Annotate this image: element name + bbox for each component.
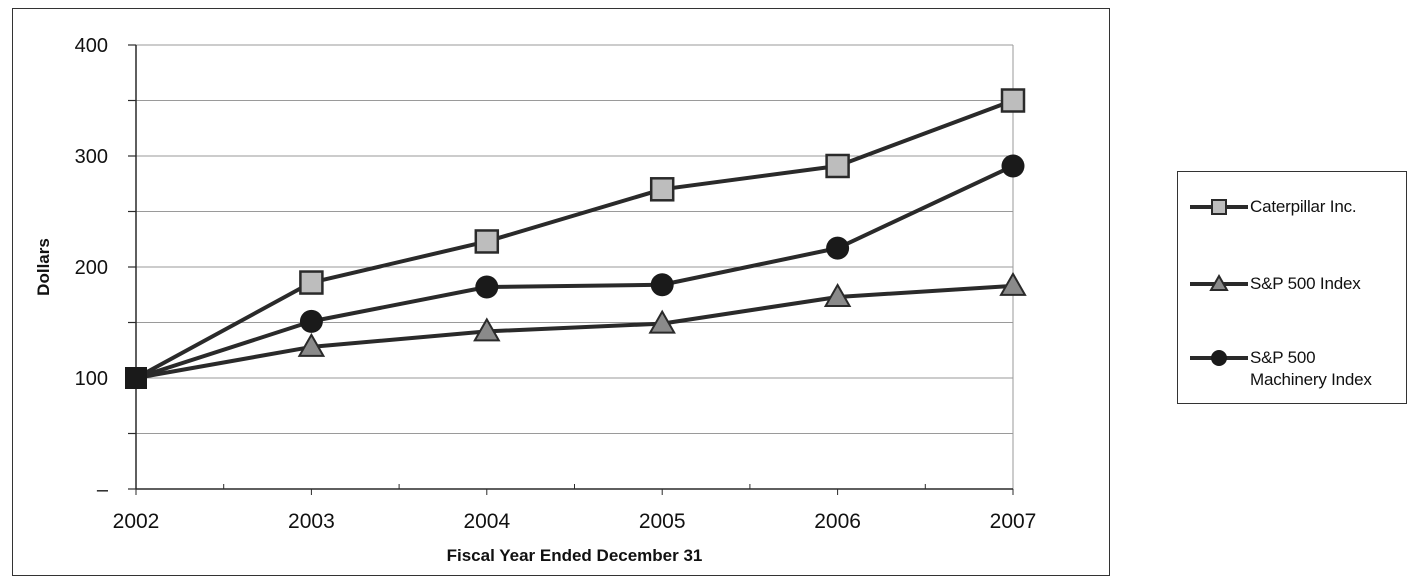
legend-item-caterpillar: Caterpillar Inc. <box>1188 196 1357 218</box>
legend-label-machinery: S&P 500 Machinery Index <box>1250 348 1372 389</box>
x-tick-label: 2003 <box>288 510 335 533</box>
data-point-square <box>649 177 675 202</box>
x-tick-label: 2005 <box>639 510 686 533</box>
legend-triangle-marker-icon <box>1190 273 1248 291</box>
legend: Caterpillar Inc. S&P 500 Index S&P 500 M… <box>1177 171 1407 404</box>
data-point-triangle <box>473 317 501 342</box>
y-tick-label: 200 <box>75 257 108 279</box>
series-line-1 <box>135 283 1014 380</box>
data-point-triangle <box>648 309 676 334</box>
x-tick-label: 2002 <box>113 510 160 533</box>
data-point-triangle <box>999 271 1027 296</box>
data-point-square <box>825 153 850 179</box>
series-markers-1 <box>297 271 1027 357</box>
series-markers-0 <box>299 88 1026 295</box>
data-point-circle <box>299 309 323 333</box>
legend-item-sp500: S&P 500 Index <box>1188 273 1361 295</box>
data-point-circle <box>1001 154 1025 178</box>
series-line-2 <box>135 164 1014 380</box>
y-axis-title: Dollars <box>34 238 53 296</box>
x-tick-label: 2007 <box>990 510 1037 533</box>
x-tick-label: 2006 <box>814 510 861 533</box>
data-point-triangle <box>823 282 852 307</box>
y-tick-label: 100 <box>75 368 108 390</box>
series-line-0 <box>135 98 1014 380</box>
x-tick-label: 2004 <box>463 510 510 533</box>
y-tick-label: – <box>97 479 109 501</box>
x-axis-title: Fiscal Year Ended December 31 <box>447 546 703 565</box>
y-tick-label: 300 <box>75 146 108 168</box>
y-tick-label: 400 <box>75 35 108 57</box>
data-point-circle <box>650 273 674 297</box>
legend-square-marker-icon <box>1190 199 1248 215</box>
gridlines <box>136 44 1013 434</box>
legend-item-machinery: S&P 500 Machinery Index <box>1188 347 1372 391</box>
data-point-circle <box>475 275 499 299</box>
legend-label-caterpillar: Caterpillar Inc. <box>1250 197 1357 216</box>
data-point-circle <box>826 236 850 260</box>
data-point-triangle <box>297 332 326 357</box>
legend-circle-marker-icon <box>1190 350 1248 366</box>
line-chart: – 100 200 300 400 2002 2003 2004 2005 2006 2007 Fis… <box>34 35 1037 565</box>
data-point-start <box>125 367 147 389</box>
data-point-square <box>474 229 500 254</box>
series-markers-2 <box>299 154 1025 333</box>
legend-label-sp500: S&P 500 Index <box>1250 274 1361 293</box>
data-point-square <box>299 270 324 295</box>
chart-frame <box>12 8 1110 576</box>
data-point-square <box>1000 88 1026 113</box>
